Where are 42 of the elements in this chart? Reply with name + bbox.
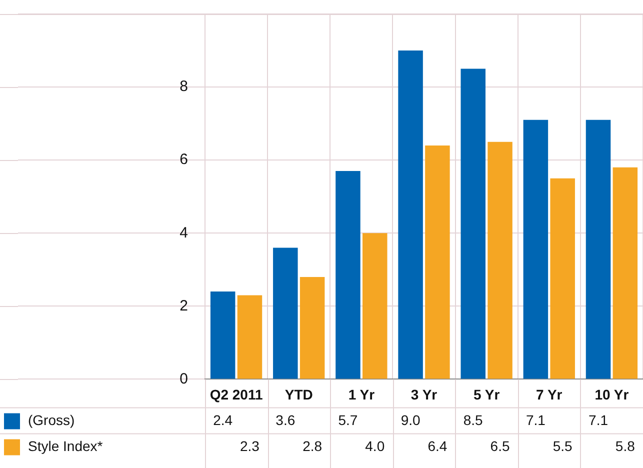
y-tick-label: 4 bbox=[180, 224, 188, 242]
data-label: 2.8 bbox=[302, 438, 322, 454]
x-tick-label: 10 Yr bbox=[594, 386, 630, 402]
bar bbox=[550, 178, 575, 379]
data-label: 6.4 bbox=[428, 438, 448, 454]
bar bbox=[300, 276, 325, 379]
bar bbox=[210, 292, 236, 379]
x-tick-label: 7 Yr bbox=[536, 386, 563, 402]
data-label: 6.5 bbox=[490, 438, 510, 454]
data-label: 5.5 bbox=[552, 438, 573, 454]
data-label: 2.4 bbox=[213, 412, 233, 428]
data-label: 8.5 bbox=[463, 412, 484, 428]
bar bbox=[273, 248, 298, 379]
data-label: 7.1 bbox=[526, 412, 546, 428]
bar bbox=[336, 171, 360, 379]
y-tick-label: 8 bbox=[180, 78, 188, 96]
x-tick-label: 3 Yr bbox=[410, 386, 438, 402]
data-label: 2.3 bbox=[240, 438, 260, 454]
bar bbox=[398, 50, 423, 379]
data-label: 9.0 bbox=[400, 412, 420, 428]
bar bbox=[586, 120, 611, 379]
x-tick-label: 1 Yr bbox=[348, 386, 376, 402]
bar bbox=[460, 68, 486, 379]
y-tick-label: 6 bbox=[180, 151, 188, 168]
y-tick-label: 2 bbox=[180, 297, 188, 314]
bar bbox=[362, 233, 388, 379]
x-tick-label: Q2 2011 bbox=[210, 386, 263, 402]
bar bbox=[237, 295, 262, 379]
bar bbox=[488, 142, 512, 379]
data-label: 3.6 bbox=[276, 412, 296, 428]
bar bbox=[425, 145, 450, 379]
legend-label: Style Index* bbox=[28, 438, 104, 454]
y-tick-label: 0 bbox=[180, 370, 188, 388]
bar bbox=[523, 120, 548, 379]
data-label: 5.7 bbox=[338, 412, 358, 428]
x-tick-label: 5 Yr bbox=[473, 386, 500, 402]
data-label: 4.0 bbox=[365, 438, 385, 454]
bar bbox=[612, 167, 638, 379]
data-label: 5.8 bbox=[615, 438, 636, 454]
x-tick-label: YTD bbox=[284, 386, 313, 402]
legend-label: (Gross) bbox=[28, 412, 75, 428]
data-label: 7.1 bbox=[588, 412, 608, 428]
